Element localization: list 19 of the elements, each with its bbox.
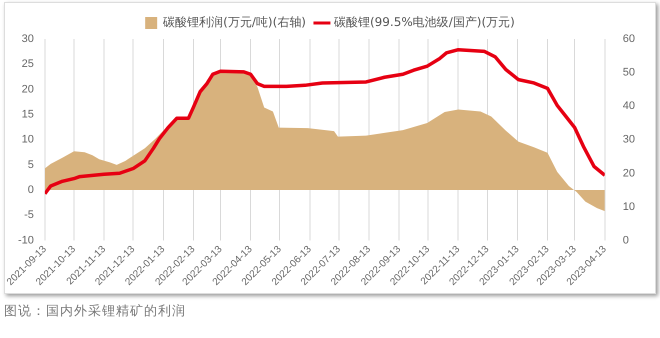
y-tick-label: -10 xyxy=(18,234,34,246)
y2-tick-label: 20 xyxy=(622,167,636,180)
y2-tick-label: 10 xyxy=(622,200,636,213)
text: 图说：国内外采锂精矿的利润 xyxy=(4,303,187,320)
y-tick-label: 25 xyxy=(22,58,34,70)
y2-tick-label: 40 xyxy=(622,100,636,112)
y-tick-label: -5 xyxy=(24,209,34,222)
y2-tick-label: 50 xyxy=(622,66,636,79)
y2-tick-label: 0 xyxy=(622,234,629,246)
y2-tick-label: 60 xyxy=(622,33,636,46)
legend-label: 碳酸锂利润(万元/吨)(右轴) xyxy=(162,15,306,30)
y-tick-label: 20 xyxy=(22,83,34,96)
y-tick-label: 10 xyxy=(22,134,34,146)
legend-label: 碳酸锂(99.5%电池级/国产)(万元) xyxy=(332,15,515,30)
y-tick-label: 30 xyxy=(22,33,34,46)
y-tick-label: 5 xyxy=(28,158,34,171)
y-tick-label: 0 xyxy=(28,184,34,196)
y2-tick-label: 30 xyxy=(622,134,636,146)
y-tick-label: 15 xyxy=(22,108,34,121)
